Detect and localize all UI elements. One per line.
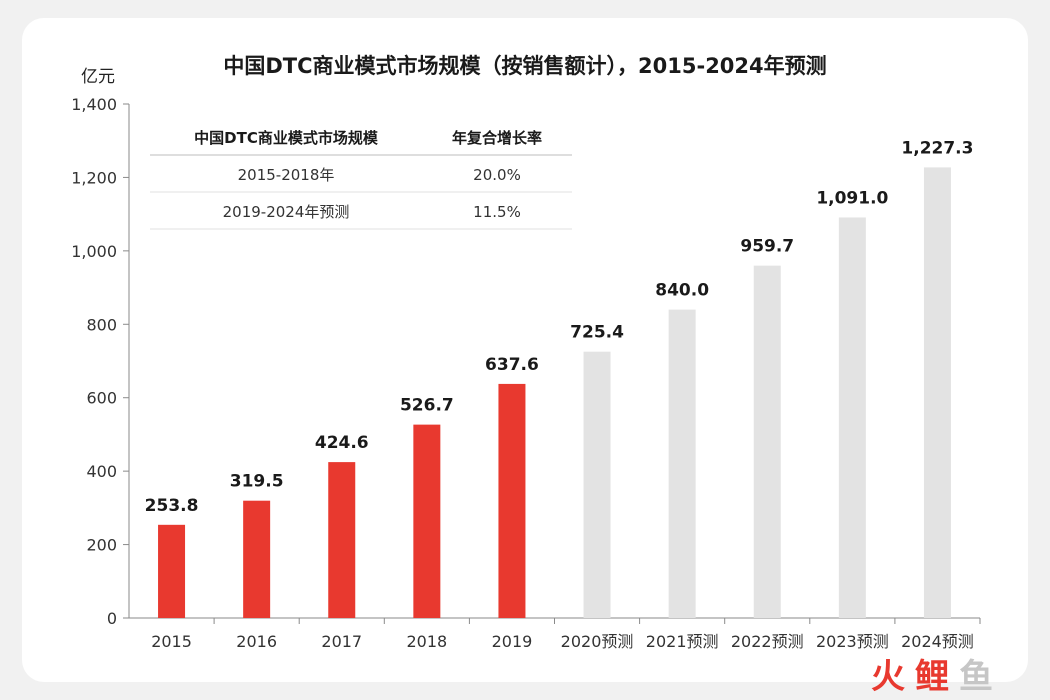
growth-table: 中国DTC商业模式市场规模 年复合增长率 2015-2018年 20.0% 20… xyxy=(150,129,572,230)
bars: 253.8 2015 319.5 2016 424.6 2017 526.7 2018 637.… xyxy=(145,138,981,651)
y-tick-label: 800 xyxy=(86,315,117,334)
bar xyxy=(498,383,526,618)
bar xyxy=(413,424,441,618)
table-row-period: 2019-2024年预测 xyxy=(223,203,350,221)
watermark-char: 鲤 xyxy=(915,657,949,697)
x-tick-label: 2023预测 xyxy=(816,632,889,651)
bar xyxy=(838,217,866,618)
y-axis-unit: 亿元 xyxy=(81,67,115,87)
bar-value-label: 1,227.3 xyxy=(901,138,973,158)
y-ticks: 0 200 400 600 800 1,000 1,200 1,400 xyxy=(71,95,129,628)
bar xyxy=(753,265,781,618)
x-tick-label: 2018 xyxy=(406,632,447,651)
y-tick-label: 400 xyxy=(86,462,117,481)
table-header-cagr: 年复合增长率 xyxy=(452,129,542,147)
bar-value-label: 424.6 xyxy=(315,433,369,453)
table-header-market: 中国DTC商业模式市场规模 xyxy=(194,129,379,147)
table-row-cagr: 11.5% xyxy=(473,203,521,221)
x-tick-label: 2016 xyxy=(236,632,277,651)
x-tick-label: 2020预测 xyxy=(561,632,634,651)
y-tick-label: 200 xyxy=(86,536,117,555)
x-tick-label: 2022预测 xyxy=(731,632,804,651)
watermark-char: 火 xyxy=(871,657,905,697)
bar xyxy=(668,309,696,618)
bar-value-label: 840.0 xyxy=(655,281,709,301)
x-tick-label: 2021预测 xyxy=(646,632,719,651)
y-tick-label: 600 xyxy=(86,389,117,408)
bar xyxy=(583,351,611,618)
bar xyxy=(158,524,186,618)
bar-value-label: 637.6 xyxy=(485,355,539,375)
bar-value-label: 725.4 xyxy=(570,323,624,343)
bar-value-label: 1,091.0 xyxy=(816,188,888,208)
x-tick-label: 2019 xyxy=(492,632,533,651)
bar-value-label: 959.7 xyxy=(740,237,794,257)
x-tick-label: 2024预测 xyxy=(901,632,974,651)
bar-value-label: 526.7 xyxy=(400,396,454,416)
bar-value-label: 319.5 xyxy=(230,472,284,492)
x-tick-label: 2015 xyxy=(151,632,192,651)
table-row-period: 2015-2018年 xyxy=(238,166,335,184)
y-tick-label: 1,400 xyxy=(71,95,117,114)
table-row-cagr: 20.0% xyxy=(473,166,521,184)
bar-value-label: 253.8 xyxy=(145,496,199,516)
watermark-logo: 火鲤鱼 xyxy=(871,657,993,697)
bar xyxy=(923,167,951,618)
watermark-char: 鱼 xyxy=(959,657,993,697)
x-tick-label: 2017 xyxy=(321,632,362,651)
bar xyxy=(243,500,271,618)
chart-title: 中国DTC商业模式市场规模（按销售额计），2015-2024年预测 xyxy=(223,54,826,78)
bar xyxy=(328,462,356,618)
y-tick-label: 0 xyxy=(107,609,117,628)
y-tick-label: 1,000 xyxy=(71,242,117,261)
y-tick-label: 1,200 xyxy=(71,168,117,187)
